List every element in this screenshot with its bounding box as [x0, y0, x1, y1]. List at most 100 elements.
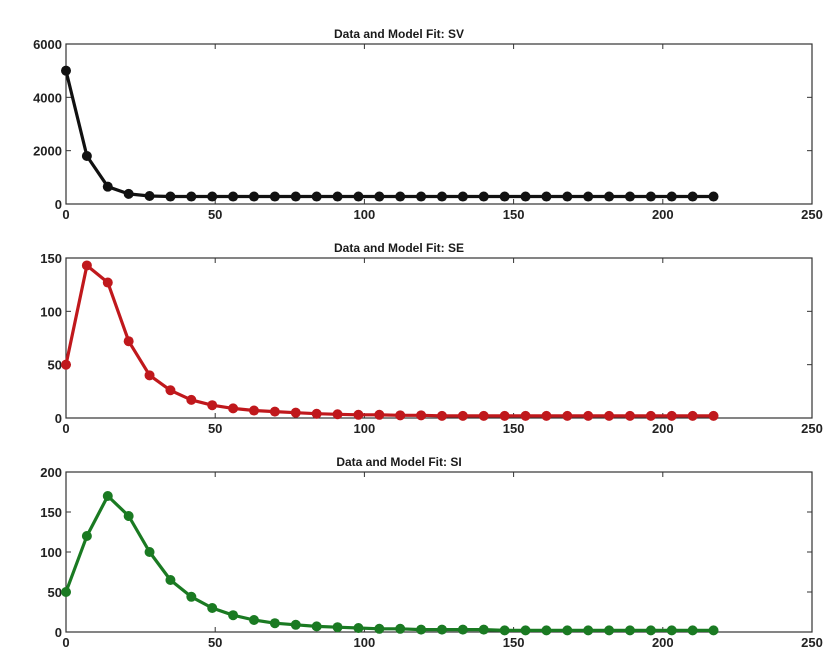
se-data-point [604, 410, 615, 421]
sv-x-tick-label: 200 [652, 207, 674, 222]
si-x-tick-label: 50 [208, 635, 222, 650]
se-data-point [102, 277, 113, 288]
si-data-point [144, 547, 155, 557]
se-x-tick-label: 250 [801, 421, 823, 436]
si-data-point [687, 625, 698, 636]
se-x-tick-label: 100 [354, 421, 376, 436]
sv-data-point [353, 191, 364, 202]
si-panel: Data and Model Fit: SI 0 50 100 150 200 250 0 50… [40, 455, 823, 650]
se-data-point [541, 410, 552, 421]
se-plot-frame [65, 257, 813, 419]
si-data-point [81, 531, 92, 541]
se-data-point [311, 408, 322, 419]
se-data-point [228, 403, 239, 414]
sv-data-point [562, 191, 573, 202]
si-data-point [541, 625, 552, 636]
si-y-tick-label: 50 [48, 585, 62, 600]
sv-data-point [624, 191, 635, 202]
si-y-tick-label: 150 [40, 505, 62, 520]
se-data-point [61, 359, 71, 370]
si-y-tick-label: 0 [55, 625, 62, 640]
si-data-point [102, 491, 113, 501]
si-y-tick-label: 200 [40, 465, 62, 480]
se-panel: Data and Model Fit: SE 0 50 100 150 200 250 0 50… [40, 241, 823, 436]
si-data-point [478, 624, 489, 635]
si-data-point [604, 625, 615, 636]
si-chart-title: Data and Model Fit: SI [336, 455, 461, 469]
sv-data-point [436, 191, 447, 202]
se-data-point [165, 385, 176, 396]
se-data-point [269, 406, 280, 417]
sv-panel: Data and Model Fit: SV 0 50 100 150 200 250 0 20… [33, 27, 823, 222]
se-data-point [708, 410, 719, 421]
sv-data-point [228, 191, 239, 202]
sv-y-tick-label: 2000 [33, 144, 62, 159]
se-data-point [395, 410, 406, 421]
si-data-point [436, 624, 447, 635]
si-data-point [708, 625, 719, 636]
se-data-point [353, 409, 364, 420]
se-data-point [81, 260, 92, 271]
sv-data-point [645, 191, 656, 202]
si-data-point [520, 625, 531, 636]
si-data-point [645, 625, 656, 636]
sv-data-point [165, 191, 176, 202]
si-data-point [499, 625, 510, 636]
sv-data-point [395, 191, 406, 202]
se-data-point [562, 410, 573, 421]
se-data-point [436, 410, 447, 421]
sv-data-point [332, 191, 343, 202]
si-data-point [61, 587, 71, 597]
sv-data-point [144, 191, 155, 201]
se-data-point [687, 410, 698, 421]
se-x-tick-label: 150 [503, 421, 525, 436]
se-data-point [478, 410, 489, 421]
se-data-point [332, 409, 343, 420]
sv-data-point [61, 65, 71, 76]
si-data-point [290, 619, 301, 630]
se-y-tick-label: 100 [40, 304, 62, 319]
si-x-tick-label: 150 [503, 635, 525, 650]
sv-data-point [583, 191, 594, 202]
si-data-point [165, 575, 176, 585]
se-data-point [207, 400, 218, 411]
se-data-point [374, 409, 385, 420]
si-data-point [416, 624, 427, 635]
sv-data-point [499, 191, 510, 202]
sv-data-point [457, 191, 468, 202]
si-data-point [353, 623, 364, 633]
se-data-point [144, 370, 155, 381]
si-x-tick-label: 100 [354, 635, 376, 650]
sv-data-point [687, 191, 698, 202]
sv-data-point [102, 181, 113, 192]
si-data-point [123, 511, 134, 521]
sv-plot-frame [65, 43, 813, 205]
si-x-tick-label: 250 [801, 635, 823, 650]
se-y-tick-label: 50 [48, 358, 62, 373]
se-data-point [457, 410, 468, 421]
sv-data-point [81, 151, 92, 161]
se-y-tick-label: 0 [55, 411, 62, 426]
si-data-point [562, 625, 573, 636]
sv-data-point [478, 191, 489, 202]
sv-data-point [123, 188, 134, 199]
si-data-point [395, 623, 406, 634]
si-data-point [228, 610, 239, 621]
se-data-point [499, 410, 510, 421]
si-data-point [269, 618, 280, 629]
sv-x-tick-label: 50 [208, 207, 222, 222]
si-y-tick-label: 100 [40, 545, 62, 560]
se-data-point [290, 407, 301, 418]
sv-y-tick-label: 4000 [33, 90, 62, 105]
sv-chart-title: Data and Model Fit: SV [334, 27, 464, 41]
se-data-point [666, 410, 677, 421]
sv-data-point [186, 191, 197, 202]
se-data-point [416, 410, 427, 421]
sv-x-tick-label: 150 [503, 207, 525, 222]
sv-y-tick-label: 6000 [33, 37, 62, 52]
se-data-point [248, 405, 259, 416]
sv-x-tick-label: 250 [801, 207, 823, 222]
si-data-point [332, 622, 343, 633]
si-data-point [207, 603, 218, 613]
